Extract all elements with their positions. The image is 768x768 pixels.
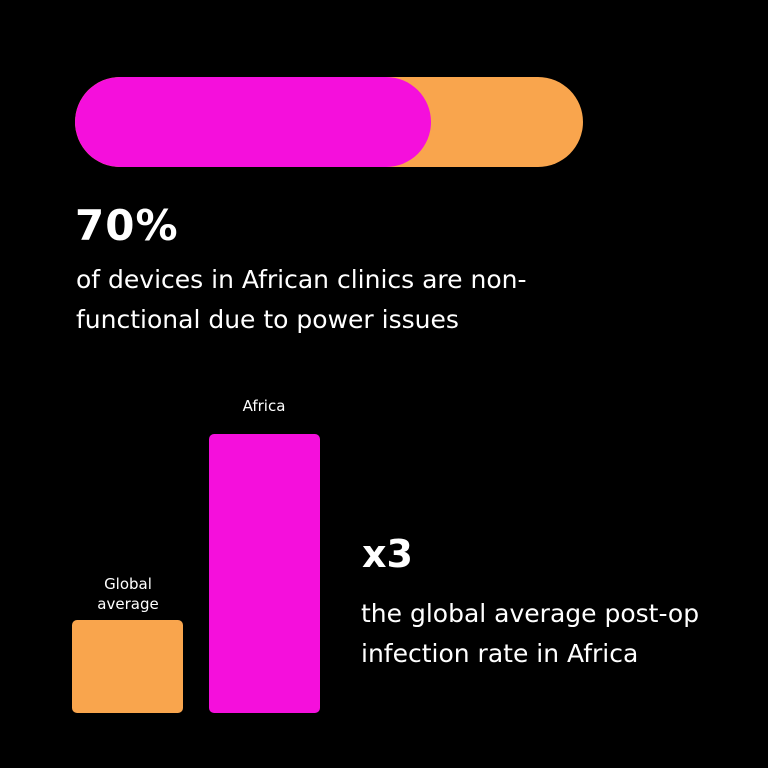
bar-africa [209,434,320,713]
bar-global-average [72,620,183,713]
compare-caption-infection: the global average post-op infection rat… [361,599,700,668]
bar-label-global-average: Global average [97,575,159,613]
stat-value-70-percent: 70% [75,201,179,250]
bar-label-africa: Africa [242,397,286,415]
stat-caption-devices: of devices in African clinics are non-fu… [76,265,527,334]
compare-value-x3: x3 [362,532,413,576]
progress-bar-fill [75,77,431,167]
progress-bar-track [75,77,583,167]
